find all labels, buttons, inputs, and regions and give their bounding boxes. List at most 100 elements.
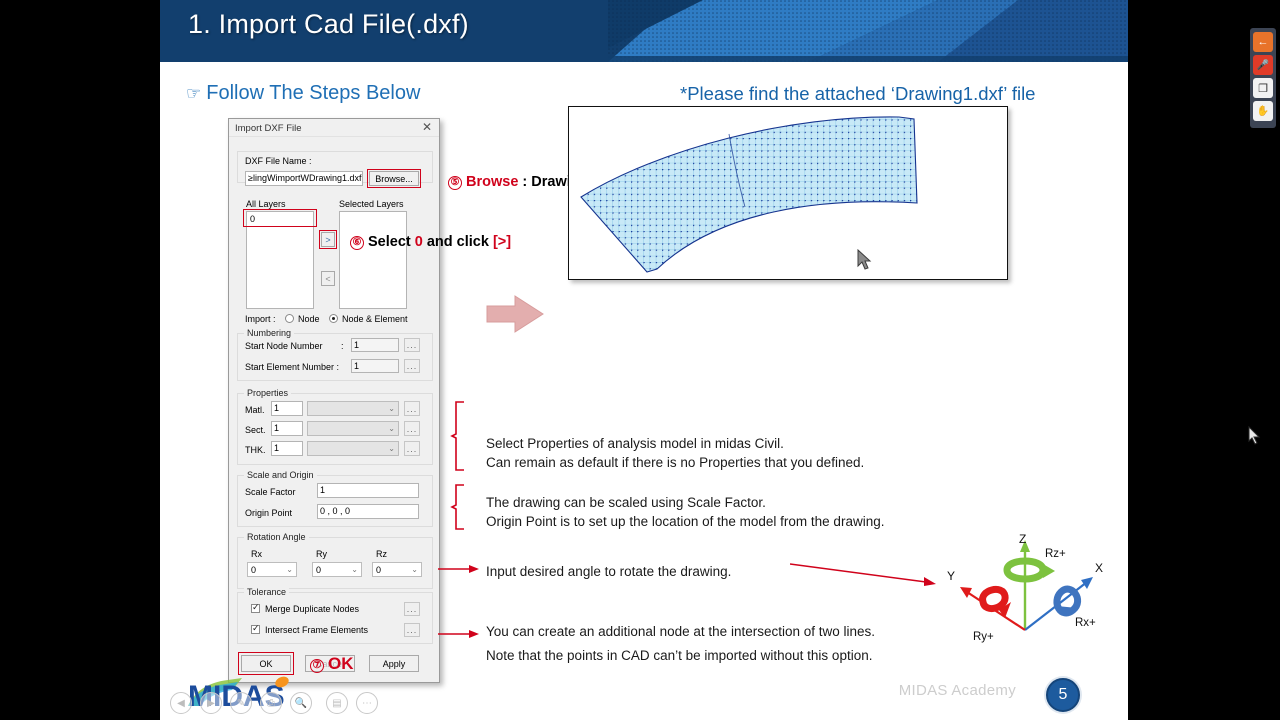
header-decoration — [608, 0, 1128, 62]
radio-node-and-element[interactable] — [329, 314, 338, 323]
page-number-badge: 5 — [1046, 678, 1080, 712]
sect-combo[interactable]: ⌄ — [307, 421, 399, 436]
annotation-step-7: ⑦ OK — [310, 654, 354, 674]
import-dxf-dialog: Import DXF File ✕ DXF File Name : ≥lingW… — [228, 118, 440, 683]
play-button[interactable]: ▶ — [200, 692, 222, 714]
all-layers-list[interactable]: 0 — [246, 211, 314, 309]
merge-duplicate-nodes-options-button[interactable]: ... — [404, 602, 420, 616]
matl-options-button[interactable]: ... — [404, 401, 420, 416]
scale-origin-caption: Scale and Origin — [244, 470, 317, 480]
arrow-to-axes — [790, 563, 936, 586]
ok-button[interactable]: OK — [241, 655, 291, 672]
intersect-frame-elements-options-button[interactable]: ... — [404, 623, 420, 637]
microphone-muted-icon[interactable]: 🎤 — [1253, 55, 1273, 75]
start-node-number-label: Start Node Number — [245, 341, 323, 351]
mouse-cursor-preview — [857, 249, 872, 270]
ry-value: 0 — [316, 565, 322, 575]
thk-label: THK. — [245, 445, 266, 455]
all-layers-label: All Layers — [246, 199, 286, 209]
move-left-button[interactable]: < — [321, 271, 335, 286]
note-properties-line1: Select Properties of analysis model in m… — [486, 436, 784, 451]
close-icon[interactable]: ✕ — [421, 120, 433, 134]
chevron-down-icon: ⌄ — [411, 565, 418, 574]
annotation-step-5-number: ⑤ — [448, 176, 462, 190]
sect-input[interactable]: 1 — [271, 421, 303, 436]
bracket-scale-origin — [450, 484, 464, 530]
subtitle-left: ☞ Follow The Steps Below — [186, 82, 420, 105]
more-button[interactable]: ⋯ — [356, 692, 378, 714]
annotation-step-6-text: Select — [368, 234, 415, 250]
start-node-number-options-button[interactable]: ... — [404, 338, 420, 352]
note-scale-line2: Origin Point is to set up the location o… — [486, 514, 885, 529]
chevron-down-icon: ⌄ — [388, 404, 395, 413]
apply-button[interactable]: Apply — [369, 655, 419, 672]
radio-node-label: Node — [298, 314, 320, 324]
cad-mesh-drawing — [580, 116, 918, 273]
rx-label: Rx — [251, 549, 262, 559]
annotation-step-7-number: ⑦ — [310, 659, 324, 673]
annotation-step-7-text: OK — [328, 654, 354, 673]
merge-duplicate-nodes-checkbox[interactable] — [251, 602, 260, 613]
thk-input[interactable]: 1 — [271, 441, 303, 456]
svg-text:Ry+: Ry+ — [973, 631, 994, 643]
radio-node[interactable] — [285, 314, 294, 323]
intersect-frame-elements-checkbox[interactable] — [251, 623, 260, 634]
rx-combo[interactable]: 0 ⌄ — [247, 562, 297, 577]
pen-button[interactable]: ✎ — [230, 692, 252, 714]
annotation-step-6-zero: 0 — [414, 234, 423, 250]
bracket-properties — [450, 401, 464, 471]
page-title: 1. Import Cad File(.dxf) — [188, 9, 469, 39]
rz-combo[interactable]: 0 ⌄ — [372, 562, 422, 577]
file-name-label: DXF File Name : — [245, 156, 312, 166]
annotation-step-6-key: [>] — [492, 234, 512, 250]
scale-factor-input[interactable]: 1 — [317, 483, 419, 498]
browse-button[interactable]: Browse... — [369, 171, 419, 186]
list-item[interactable]: 0 — [250, 214, 256, 224]
file-name-input[interactable]: ≥lingWimportWDrawing1.dxf — [245, 171, 363, 186]
ry-label: Ry — [316, 549, 327, 559]
matl-input[interactable]: 1 — [271, 401, 303, 416]
slide-canvas: 1. Import Cad File(.dxf) ☞ Follow The Ste… — [160, 0, 1128, 720]
academy-label: MIDAS Academy — [898, 682, 1016, 699]
start-node-number-sep: : — [341, 341, 344, 351]
annotation-step-6-mid: and click — [422, 234, 493, 250]
previous-button[interactable]: ◀ — [170, 692, 192, 714]
screen-share-icon[interactable]: ❐ — [1253, 78, 1273, 98]
thk-options-button[interactable]: ... — [404, 441, 420, 456]
move-right-button[interactable]: > — [321, 232, 335, 247]
sect-label: Sect. — [245, 425, 266, 435]
start-element-number-input[interactable]: 1 — [351, 359, 399, 373]
subtitle-left-text: Follow The Steps Below — [206, 82, 421, 104]
numbering-caption: Numbering — [244, 328, 295, 338]
start-element-number-options-button[interactable]: ... — [404, 359, 420, 373]
pink-arrow-icon — [486, 295, 544, 333]
origin-point-label: Origin Point — [245, 508, 293, 518]
matl-label: Matl. — [245, 405, 265, 415]
note-tolerance-line1: You can create an additional node at the… — [486, 624, 876, 639]
annotation-step-5-keyword: Browse — [466, 174, 519, 190]
selected-layers-list[interactable] — [339, 211, 407, 309]
save-button[interactable]: ⎙ — [260, 692, 282, 714]
chevron-down-icon: ⌄ — [286, 565, 293, 574]
slide-header: 1. Import Cad File(.dxf) — [160, 0, 1128, 62]
dialog-titlebar: Import DXF File ✕ — [229, 119, 439, 137]
notes-button[interactable]: ▤ — [326, 692, 348, 714]
sect-options-button[interactable]: ... — [404, 421, 420, 436]
matl-combo[interactable]: ⌄ — [307, 401, 399, 416]
dialog-title: Import DXF File — [235, 123, 302, 134]
start-element-number-label: Start Element Number : — [245, 362, 340, 372]
ry-combo[interactable]: 0 ⌄ — [312, 562, 362, 577]
thk-combo[interactable]: ⌄ — [307, 441, 399, 456]
back-arrow-icon[interactable]: ← — [1253, 32, 1273, 52]
intersect-frame-elements-label: Intersect Frame Elements — [265, 625, 369, 635]
properties-caption: Properties — [244, 388, 292, 398]
origin-point-input[interactable]: 0 , 0 , 0 — [317, 504, 419, 519]
start-node-number-input[interactable]: 1 — [351, 338, 399, 352]
player-controls: ◀ ▶ ✎ ⎙ 🔍 ▤ ⋯ — [160, 692, 450, 716]
cad-preview-frame — [568, 106, 1008, 280]
raise-hand-icon[interactable]: ✋ — [1253, 101, 1273, 121]
annotation-step-6: ⑥ Select 0 and click [>] — [350, 234, 511, 250]
zoom-button[interactable]: 🔍 — [290, 692, 312, 714]
arrow-tolerance — [438, 630, 479, 638]
